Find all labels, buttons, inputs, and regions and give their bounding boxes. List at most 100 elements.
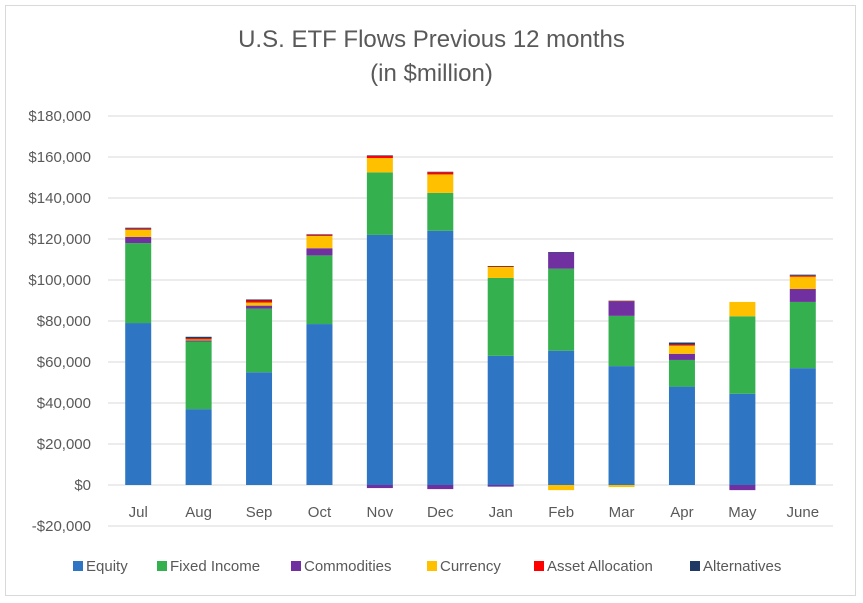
legend-label: Fixed Income: [170, 558, 260, 575]
bar-equity: [548, 350, 575, 485]
legend-label: Currency: [440, 558, 501, 575]
bar-asset-allocation: [306, 234, 333, 236]
bar-fixed-income: [366, 172, 393, 235]
x-tick-label: Aug: [185, 504, 212, 521]
bar-fixed-income: [487, 277, 514, 356]
bar-fixed-income: [185, 341, 212, 410]
bar-asset-allocation: [668, 344, 695, 346]
bar-currency: [185, 339, 212, 341]
legend-swatch: [427, 561, 437, 571]
legend-label: Alternatives: [703, 558, 781, 575]
bar-equity: [487, 355, 514, 485]
bar-currency: [608, 485, 635, 488]
bar-commodities: [729, 485, 756, 491]
y-tick-label: $100,000: [28, 272, 91, 289]
bar-equity: [608, 366, 635, 485]
bar-alternatives: [125, 227, 152, 229]
bar-equity: [306, 324, 333, 485]
y-tick-label: $0: [74, 477, 91, 494]
y-tick-label: $80,000: [37, 313, 91, 330]
legend-swatch: [73, 561, 83, 571]
x-tick-label: Jul: [129, 504, 148, 521]
legend-label: Equity: [86, 558, 128, 575]
legend-swatch: [291, 561, 301, 571]
bar-asset-allocation: [125, 228, 152, 230]
bar-alternatives: [789, 274, 816, 276]
bar-commodities: [548, 252, 575, 269]
bar-asset-allocation: [246, 300, 273, 303]
bar-alternatives: [185, 336, 212, 339]
legend-swatch: [534, 561, 544, 571]
x-tick-label: Dec: [427, 504, 454, 521]
bar-fixed-income: [729, 316, 756, 394]
bar-commodities: [125, 236, 152, 244]
bar-fixed-income: [246, 308, 273, 373]
bar-asset-allocation: [185, 338, 212, 340]
x-tick-label: Feb: [548, 504, 574, 521]
x-tick-label: Jan: [489, 504, 513, 521]
bar-currency: [306, 235, 333, 249]
x-tick-label: June: [787, 504, 820, 521]
bar-currency: [427, 174, 454, 193]
bar-equity: [427, 230, 454, 485]
legend-swatch: [157, 561, 167, 571]
y-tick-label: $180,000: [28, 108, 91, 125]
bar-commodities: [608, 301, 635, 316]
bar-equity: [366, 234, 393, 485]
bar-alternatives: [306, 234, 333, 235]
bar-commodities: [789, 289, 816, 302]
bar-asset-allocation: [427, 172, 454, 175]
x-tick-label: Oct: [308, 504, 332, 521]
bar-commodities: [366, 485, 393, 489]
legend-swatch: [690, 561, 700, 571]
bar-currency: [487, 266, 514, 278]
legend-label: Asset Allocation: [547, 558, 653, 575]
bar-asset-allocation: [789, 275, 816, 277]
bar-currency: [548, 485, 575, 491]
bar-fixed-income: [125, 243, 152, 324]
bar-fixed-income: [427, 192, 454, 231]
bar-currency: [246, 302, 273, 306]
bar-asset-allocation: [366, 155, 393, 159]
bar-equity: [125, 323, 152, 485]
bar-equity: [668, 386, 695, 485]
bar-commodities: [185, 340, 212, 342]
bar-equity: [246, 372, 273, 485]
y-tick-label: $160,000: [28, 149, 91, 166]
x-tick-label: Nov: [367, 504, 394, 521]
bar-commodities: [487, 485, 514, 487]
y-tick-label: $60,000: [37, 354, 91, 371]
bar-currency: [125, 229, 152, 237]
bar-commodities: [668, 353, 695, 360]
bar-asset-allocation: [608, 301, 635, 302]
bar-commodities: [306, 248, 333, 256]
bar-currency: [789, 276, 816, 290]
y-tick-label: $40,000: [37, 395, 91, 412]
y-tick-label: $120,000: [28, 231, 91, 248]
y-tick-label: $140,000: [28, 190, 91, 207]
chart-subtitle: (in $million): [370, 60, 493, 87]
legend-label: Commodities: [304, 558, 392, 575]
bar-fixed-income: [668, 359, 695, 387]
x-tick-label: Apr: [670, 504, 693, 521]
chart-title: U.S. ETF Flows Previous 12 months: [238, 26, 625, 53]
y-tick-label: $20,000: [37, 436, 91, 453]
bar-alternatives: [668, 342, 695, 345]
bar-alternatives: [608, 300, 635, 302]
bar-alternatives: [246, 299, 273, 301]
bar-alternatives: [427, 171, 454, 173]
bar-equity: [729, 393, 756, 485]
x-tick-label: May: [728, 504, 757, 521]
y-tick-label: -$20,000: [32, 518, 91, 535]
bar-currency: [366, 158, 393, 173]
bar-fixed-income: [608, 315, 635, 367]
x-tick-label: Sep: [246, 504, 273, 521]
bar-currency: [729, 301, 756, 317]
bar-fixed-income: [789, 301, 816, 369]
bar-equity: [789, 368, 816, 485]
bar-commodities: [246, 305, 273, 309]
bar-alternatives: [548, 252, 575, 253]
x-tick-label: Mar: [609, 504, 635, 521]
bar-equity: [185, 409, 212, 485]
